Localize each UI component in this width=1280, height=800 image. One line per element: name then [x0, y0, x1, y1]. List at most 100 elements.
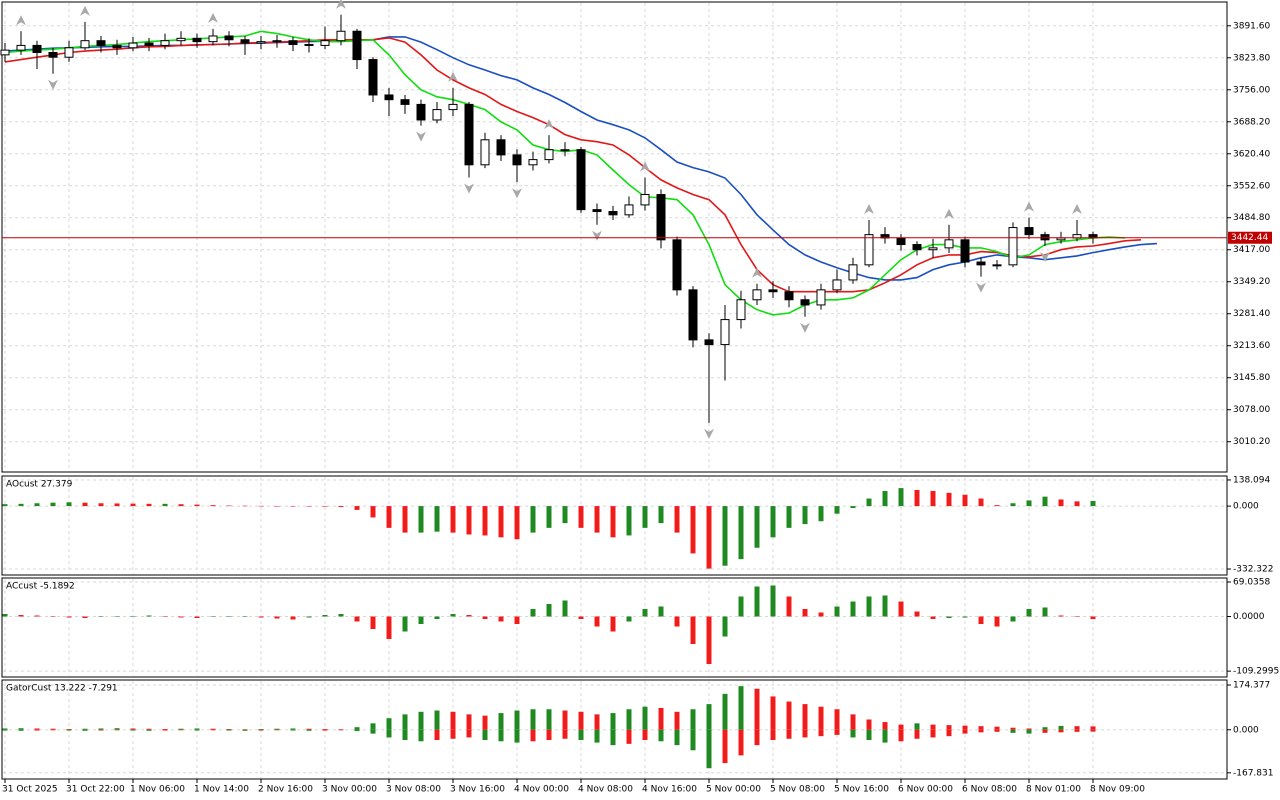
gator-bar: [194, 728, 200, 730]
candle-body: [384, 94, 394, 101]
histogram-bar: [578, 506, 584, 528]
histogram-bar: [226, 616, 232, 617]
indicator-title: GatorCust 13.222 -7.291: [6, 684, 118, 694]
histogram-bar: [738, 506, 744, 560]
candle-body: [336, 30, 346, 42]
histogram-bar: [306, 506, 312, 507]
gator-bar: [338, 729, 344, 731]
histogram-bar: [18, 503, 24, 507]
histogram-bar: [530, 609, 536, 617]
candle-body: [688, 289, 698, 341]
histogram-bar: [322, 506, 328, 507]
gator-bar: [1026, 728, 1032, 730]
y-tick-label: -332.322: [1233, 565, 1273, 575]
candle-body: [272, 40, 282, 43]
histogram-bar: [226, 505, 232, 507]
gator-bar: [690, 709, 696, 730]
gator-bar: [290, 729, 296, 731]
histogram-bar: [658, 606, 664, 617]
x-tick-label: 8 Nov 09:00: [1090, 785, 1145, 795]
fractal-down: [704, 428, 714, 439]
histogram-bar: [994, 616, 1000, 627]
histogram-bar: [978, 616, 984, 624]
candle-body: [608, 211, 618, 216]
histogram-bar: [386, 506, 392, 528]
histogram-bar: [194, 504, 200, 507]
histogram-bar: [450, 506, 456, 533]
y-tick-label: 0.000: [1233, 725, 1259, 735]
candle-body: [48, 51, 58, 58]
histogram-bar: [754, 586, 760, 617]
candle-body: [784, 291, 794, 301]
fractal-up: [208, 12, 218, 23]
histogram-bar: [658, 506, 664, 524]
gator-bar: [114, 729, 120, 731]
gator-bar: [722, 729, 728, 764]
histogram-bar: [1058, 615, 1064, 617]
gator-bar: [354, 727, 360, 730]
gator-bar: [450, 729, 456, 739]
x-tick-label: 3 Nov 08:00: [386, 785, 441, 795]
gator-bar: [210, 728, 216, 730]
gator-bar: [754, 688, 760, 730]
histogram-bar: [146, 503, 152, 507]
y-tick-label: 0.0000: [1233, 612, 1265, 622]
indicator-title: AOcust 27.379: [6, 480, 73, 490]
histogram-bar: [466, 615, 472, 617]
histogram-bar: [562, 600, 568, 617]
candle-body: [224, 35, 234, 41]
candle-body: [432, 109, 442, 121]
x-tick-label: 3 Nov 16:00: [450, 785, 505, 795]
gator-bar: [482, 729, 488, 741]
histogram-bar: [898, 488, 904, 507]
histogram-bar: [258, 616, 264, 618]
histogram-bar: [1042, 496, 1048, 507]
candle-body: [304, 43, 314, 46]
gator-bar: [802, 704, 808, 730]
candle-body: [1024, 227, 1034, 236]
candle-body: [208, 35, 218, 43]
gator-bar: [818, 729, 824, 737]
candle-body: [624, 204, 634, 216]
x-tick-label: 31 Oct 2025: [2, 785, 58, 795]
gator-bar: [914, 723, 920, 730]
histogram-bar: [642, 506, 648, 528]
gator-bar: [98, 728, 104, 730]
x-tick-label: 4 Nov 16:00: [642, 785, 697, 795]
gator-bar: [930, 724, 936, 730]
histogram-bar: [66, 616, 72, 618]
x-tick-label: 2 Nov 16:00: [258, 785, 313, 795]
histogram-bar: [178, 616, 184, 618]
gator-bar: [610, 713, 616, 730]
histogram-bar: [50, 616, 56, 617]
candle-body: [80, 40, 90, 49]
gator-bar: [562, 710, 568, 730]
histogram-bar: [258, 505, 264, 507]
gator-bar: [178, 728, 184, 730]
gator-bar: [546, 709, 552, 730]
histogram-bar: [946, 492, 952, 507]
candle-body: [928, 247, 938, 251]
histogram-bar: [34, 615, 40, 617]
gator-bar: [498, 713, 504, 730]
histogram-bar: [578, 616, 584, 619]
candle-body: [464, 103, 474, 166]
candle-body: [560, 149, 570, 152]
candle-body: [752, 289, 762, 301]
candle-body: [256, 41, 266, 44]
histogram-bar: [66, 502, 72, 507]
gator-bar: [50, 728, 56, 730]
gator-bar: [418, 729, 424, 742]
gator-bar: [258, 729, 264, 731]
gator-bar: [962, 725, 968, 730]
histogram-bar: [482, 506, 488, 536]
gator-bar: [242, 729, 248, 730]
gator-bar: [946, 725, 952, 730]
gator-bar: [130, 728, 136, 730]
histogram-bar: [754, 506, 760, 548]
histogram-bar: [370, 616, 376, 629]
candle-body: [416, 103, 426, 121]
gator-bar: [1074, 729, 1080, 732]
fractal-down: [800, 322, 810, 333]
gator-bar: [1010, 729, 1016, 733]
